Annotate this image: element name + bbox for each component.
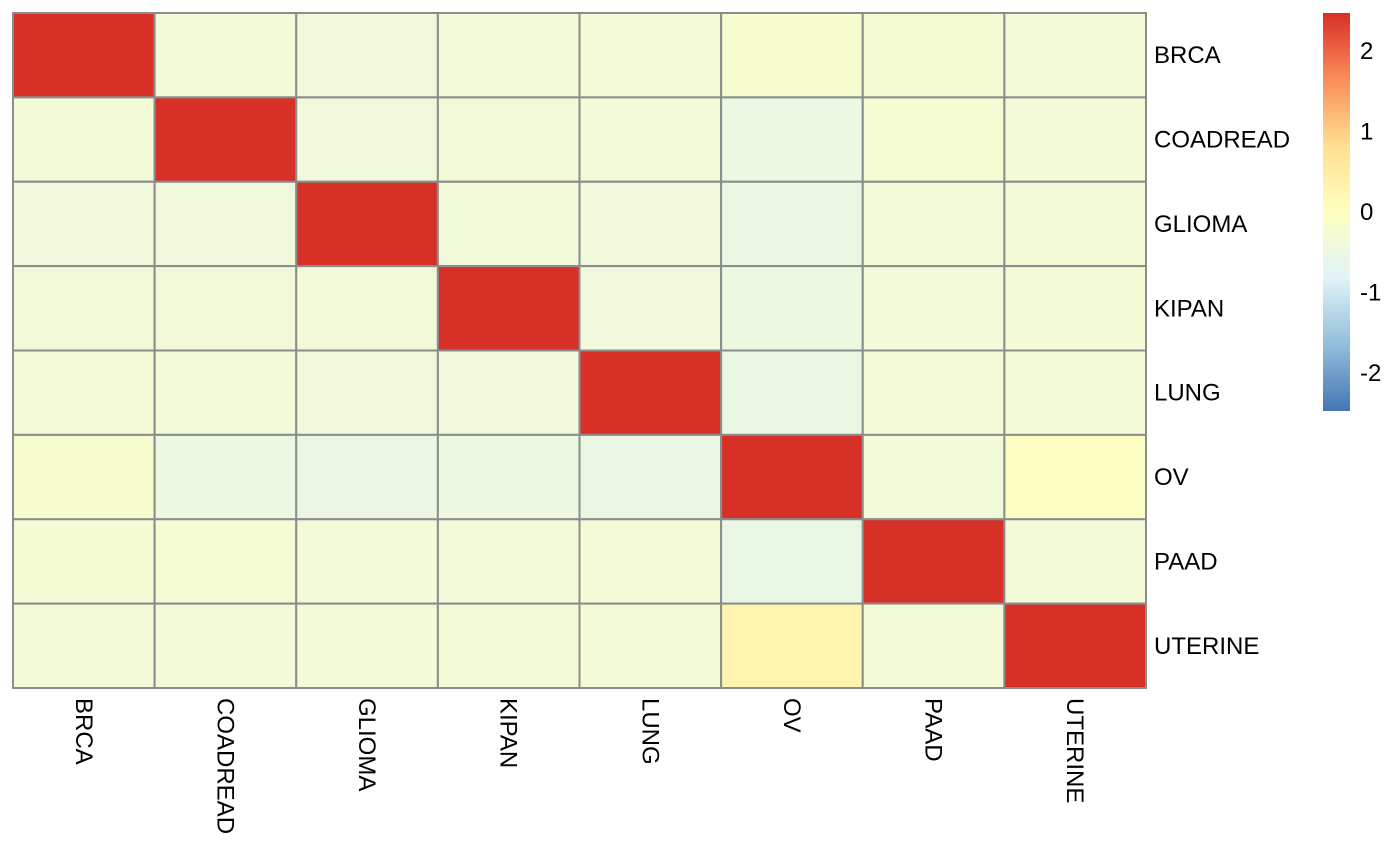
heatmap-cell (153, 433, 298, 521)
heatmap-cell (295, 265, 439, 352)
heatmap-cell (153, 602, 298, 689)
heatmap-cell (578, 96, 723, 183)
heatmap-cell (578, 602, 723, 689)
row-label: COADREAD (1154, 127, 1290, 154)
heatmap-cell (720, 180, 864, 268)
heatmap-cell (1003, 433, 1147, 521)
row-labels: BRCA COADREAD GLIOMA KIPAN LUNG OV PAAD UTERINE (1154, 42, 1290, 660)
heatmap-cell (578, 265, 723, 352)
heatmap-cell (1003, 180, 1147, 268)
heatmap-cell (295, 180, 439, 268)
heatmap-cell (153, 518, 298, 605)
heatmap-cell (153, 349, 298, 436)
heatmap-cell (12, 349, 156, 436)
heatmap-cell (578, 180, 723, 268)
heatmap-cell (720, 349, 864, 436)
column-label: KIPAN (495, 698, 522, 768)
colorbar-tick-label: -2 (1360, 360, 1381, 387)
heatmap-cell (12, 265, 156, 352)
heatmap-cell (1003, 96, 1147, 183)
heatmap-cell (295, 96, 439, 183)
heatmap-cell (578, 433, 723, 521)
heatmap-cell (720, 265, 864, 352)
heatmap-cell (720, 518, 864, 605)
column-label: COADREAD (211, 698, 238, 834)
heatmap-cell (1003, 602, 1147, 689)
heatmap-cell (1003, 518, 1147, 605)
heatmap-cell (436, 96, 581, 183)
heatmap-cell (436, 518, 581, 605)
colorbar-tick-label: -1 (1360, 280, 1381, 307)
heatmap-cell (12, 433, 156, 521)
heatmap-cell (153, 180, 298, 268)
column-label: BRCA (70, 698, 97, 765)
column-label: LUNG (636, 698, 663, 765)
heatmap-cell (1003, 12, 1147, 99)
row-label: PAAD (1154, 548, 1218, 575)
row-label: UTERINE (1154, 633, 1259, 660)
heatmap-cell (861, 12, 1006, 99)
heatmap-cell (861, 602, 1006, 689)
heatmap-cell (153, 96, 298, 183)
row-label: GLIOMA (1154, 211, 1247, 238)
column-label: UTERINE (1061, 698, 1088, 803)
heatmap-cell (720, 96, 864, 183)
heatmap-cell (295, 602, 439, 689)
row-label: BRCA (1154, 42, 1221, 69)
heatmap-cell (436, 602, 581, 689)
heatmap-cell (1003, 265, 1147, 352)
heatmap-cell (720, 12, 864, 99)
row-label: KIPAN (1154, 295, 1224, 322)
colorbar-tick-label: 0 (1360, 199, 1373, 226)
heatmap-cell (295, 349, 439, 436)
heatmap-cell (578, 518, 723, 605)
heatmap-cell (436, 433, 581, 521)
heatmap-cell (861, 349, 1006, 436)
heatmap-cell (295, 518, 439, 605)
colorbar-tick-label: 2 (1360, 38, 1373, 65)
heatmap-cell (578, 349, 723, 436)
heatmap-cell (436, 12, 581, 99)
heatmap-cell (861, 265, 1006, 352)
heatmap-cell (295, 433, 439, 521)
colorbar (1323, 13, 1350, 411)
color-legend: -2 -1 0 1 2 (1323, 13, 1381, 411)
heatmap-cell (153, 12, 298, 99)
heatmap-cell (12, 602, 156, 689)
column-label: GLIOMA (353, 698, 380, 791)
heatmap-cell (153, 265, 298, 352)
row-label: OV (1154, 464, 1189, 491)
heatmap-cell (12, 180, 156, 268)
heatmap-cell (861, 518, 1006, 605)
heatmap-cell (436, 265, 581, 352)
heatmap-cell (861, 96, 1006, 183)
heatmap-cell (295, 12, 439, 99)
heatmap-cell (12, 518, 156, 605)
column-labels: BRCA COADREAD GLIOMA KIPAN LUNG OV PAAD UTERINE (70, 698, 1088, 834)
heatmap-cell (12, 12, 156, 99)
heatmap-cell (578, 12, 723, 99)
column-label: PAAD (920, 698, 947, 762)
heatmap-cell (720, 433, 864, 521)
heatmap-cell (861, 180, 1006, 268)
heatmap-cell (861, 433, 1006, 521)
heatmap-cell (12, 96, 156, 183)
column-label: OV (778, 698, 805, 733)
colorbar-tick-label: 1 (1360, 118, 1373, 145)
heatmap-cell (720, 602, 864, 689)
heatmap-cells (12, 12, 1147, 689)
row-label: LUNG (1154, 380, 1221, 407)
heatmap-cell (1003, 349, 1147, 436)
heatmap-cell (436, 349, 581, 436)
heatmap-cell (436, 180, 581, 268)
